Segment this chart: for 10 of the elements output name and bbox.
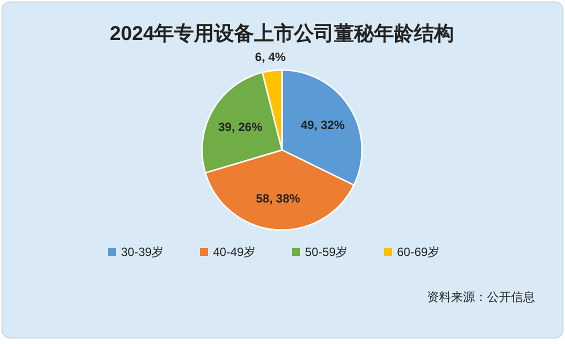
legend-label: 40-49岁 [213, 245, 256, 259]
data-label: 58, 38% [256, 191, 300, 206]
legend-label: 60-69岁 [397, 245, 440, 259]
text: 资料来源：公开信息 [427, 290, 535, 304]
legend-label: 30-39岁 [121, 245, 164, 259]
legend-label: 50-59岁 [305, 245, 348, 259]
data-label: 49, 32% [300, 118, 346, 132]
data-label: 39, 26% [218, 120, 263, 134]
data-label: 6, 4% [255, 50, 286, 64]
chart-title: 2024年专用设备上市公司董秘年龄结构 [110, 22, 454, 45]
